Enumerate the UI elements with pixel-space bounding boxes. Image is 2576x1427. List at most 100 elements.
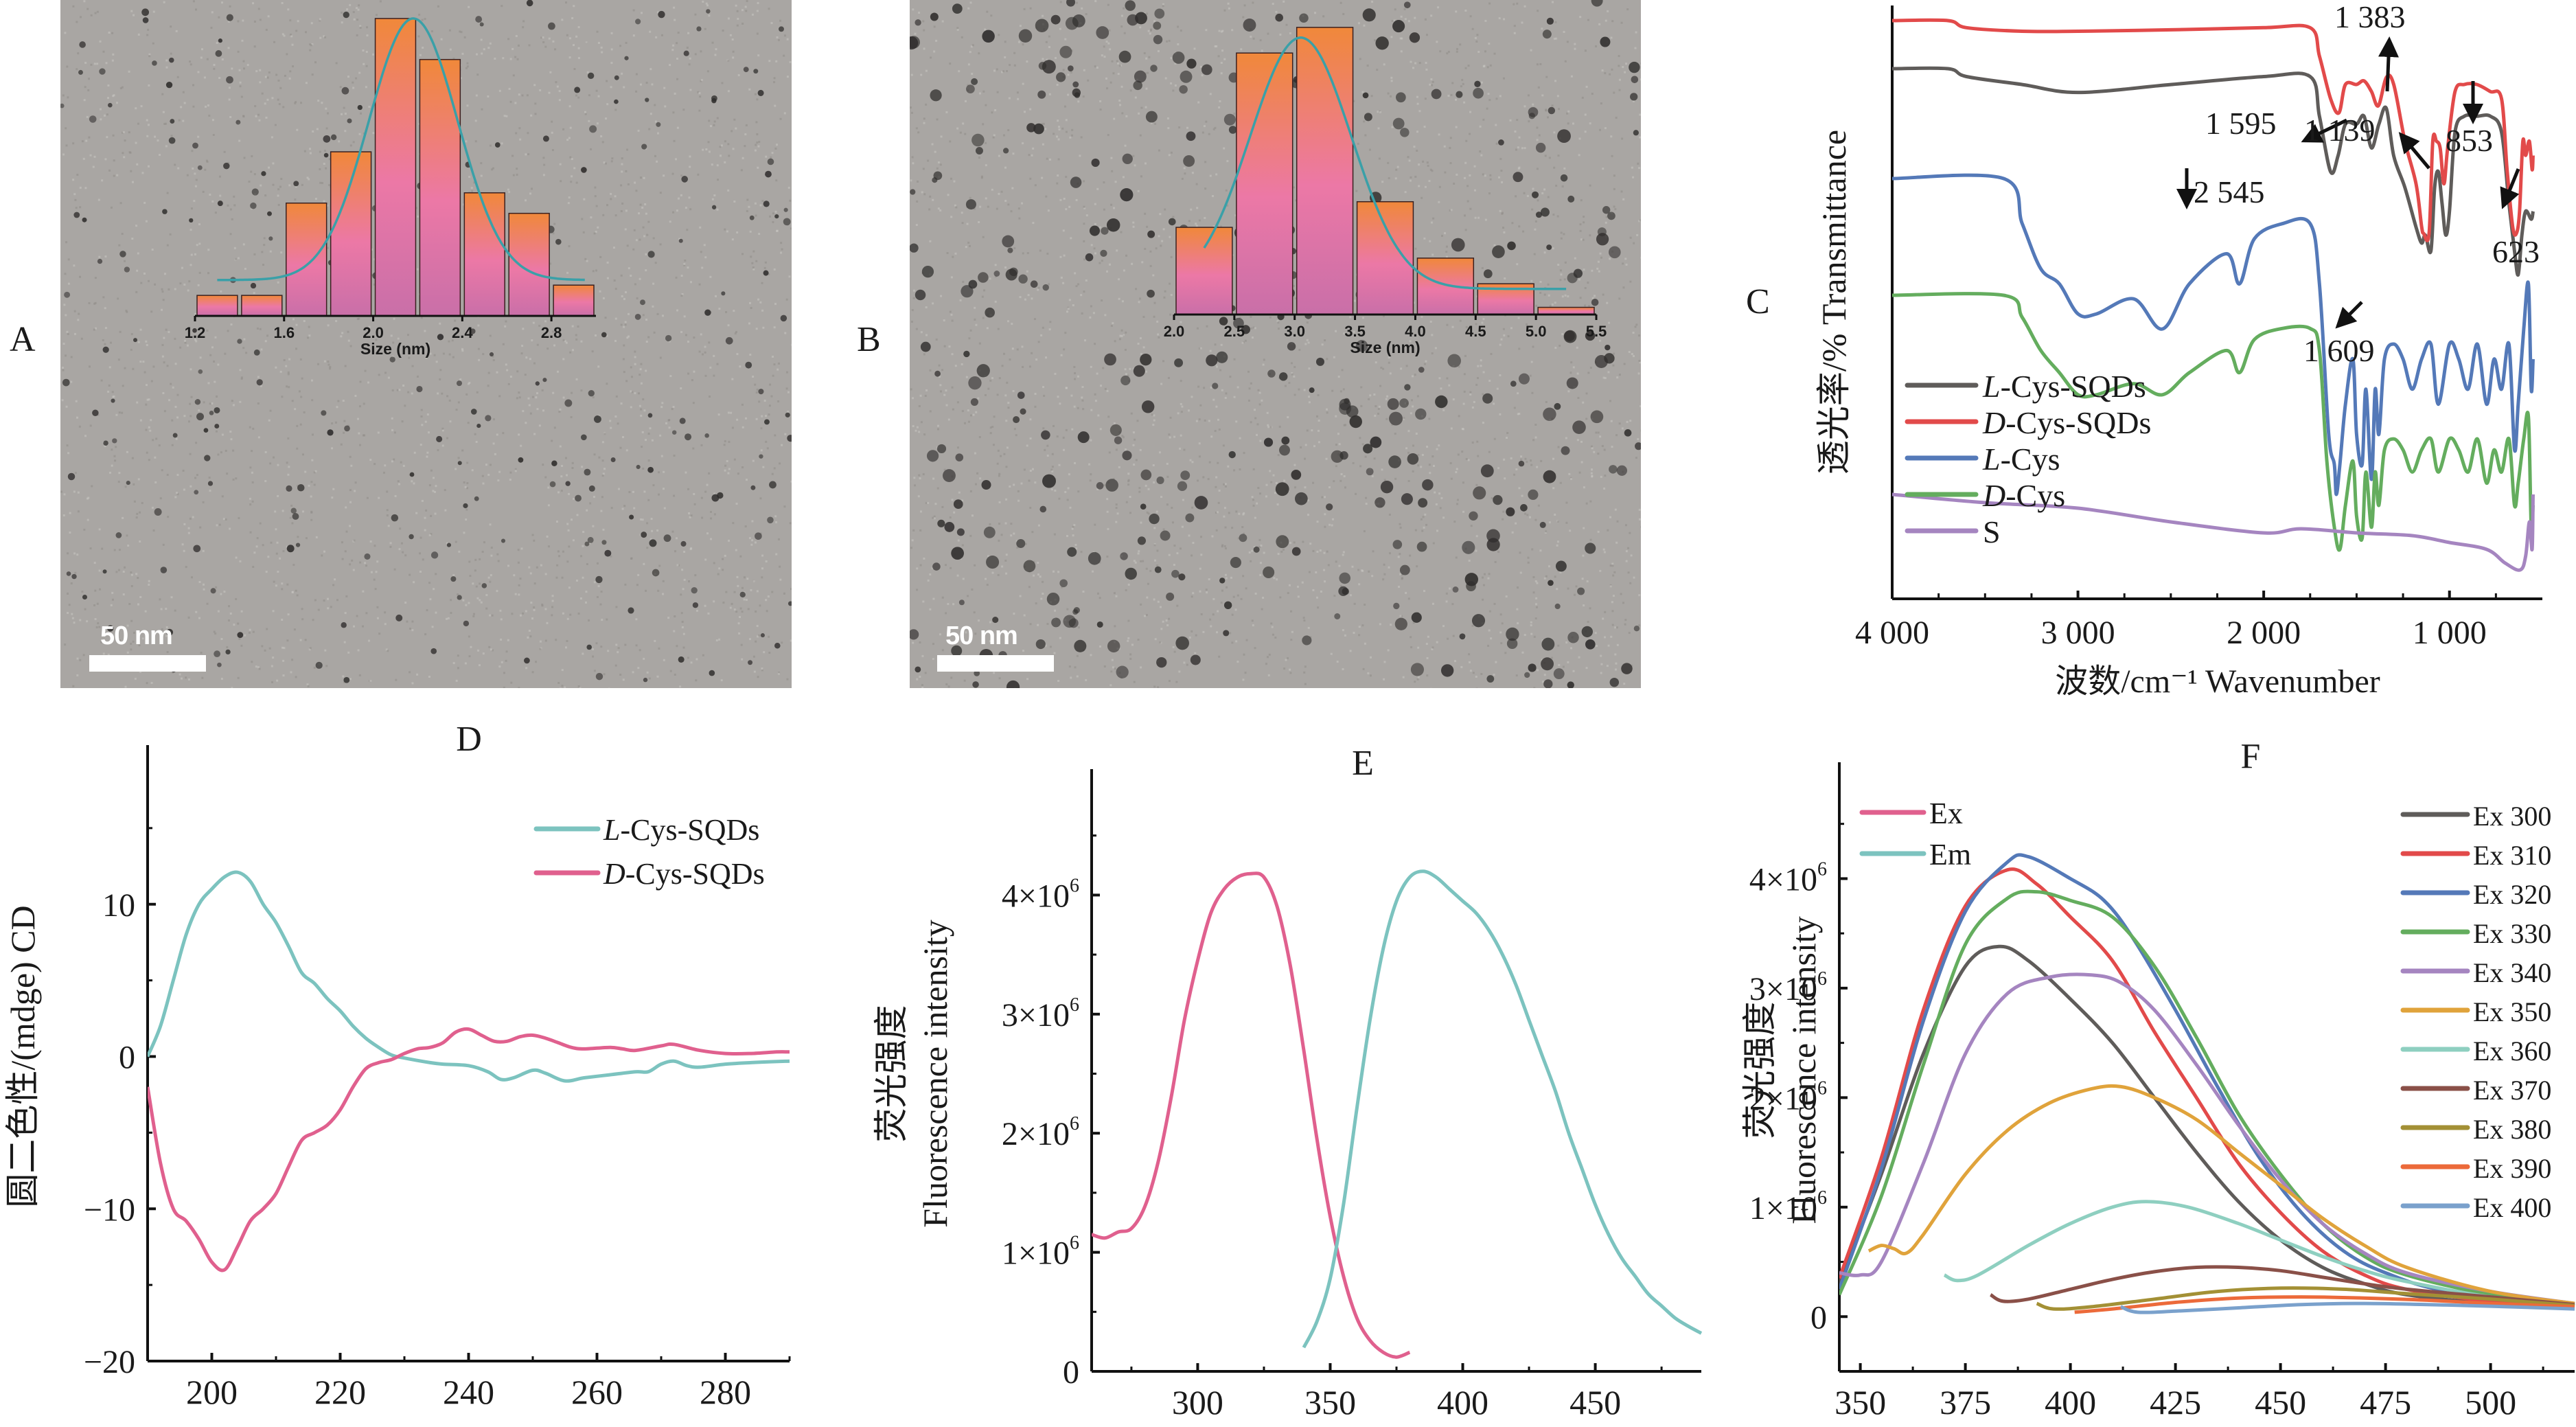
noise-speck — [511, 47, 514, 50]
noise-speck — [1603, 487, 1606, 490]
noise-speck — [674, 19, 676, 21]
noise-speck — [113, 174, 115, 177]
noise-speck — [447, 617, 450, 619]
noise-speck — [310, 518, 313, 521]
noise-speck — [622, 358, 625, 361]
noise-speck — [531, 187, 533, 190]
noise-speck — [989, 379, 992, 382]
noise-speck — [211, 346, 214, 349]
noise-speck — [1083, 205, 1085, 208]
noise-speck — [113, 159, 115, 162]
noise-speck — [181, 266, 183, 269]
noise-speck — [621, 202, 624, 205]
noise-speck — [335, 320, 338, 323]
noise-speck — [1425, 643, 1428, 646]
noise-speck — [200, 48, 203, 51]
noise-speck — [709, 275, 712, 278]
noise-speck — [78, 312, 80, 315]
noise-speck — [303, 411, 306, 413]
noise-speck — [610, 62, 613, 65]
noise-speck — [1429, 472, 1431, 475]
noise-speck — [350, 464, 353, 467]
noise-speck — [465, 508, 468, 511]
noise-speck — [683, 264, 686, 266]
noise-speck — [1614, 668, 1617, 671]
noise-speck — [1556, 95, 1559, 98]
noise-speck — [1591, 297, 1594, 299]
noise-speck — [702, 0, 704, 3]
noise-speck — [439, 369, 442, 372]
noise-speck — [1290, 610, 1293, 613]
noise-speck — [623, 326, 625, 328]
noise-speck — [1101, 54, 1103, 57]
noise-speck — [640, 363, 643, 365]
noise-speck — [1375, 361, 1377, 364]
noise-speck — [297, 536, 299, 538]
noise-speck — [1127, 479, 1130, 481]
noise-speck — [1137, 638, 1140, 641]
noise-speck — [1544, 155, 1547, 157]
noise-speck — [1423, 363, 1426, 365]
noise-speck — [130, 170, 133, 172]
noise-speck — [1105, 270, 1108, 273]
noise-speck — [310, 44, 313, 47]
noise-speck — [99, 40, 102, 43]
noise-speck — [1170, 82, 1173, 84]
noise-speck — [601, 619, 603, 621]
noise-speck — [244, 267, 246, 270]
noise-speck — [1287, 592, 1289, 595]
nanoparticle — [721, 291, 726, 296]
noise-speck — [1624, 619, 1627, 621]
noise-speck — [302, 510, 305, 513]
noise-speck — [1467, 200, 1469, 203]
noise-speck — [922, 600, 925, 603]
nanoparticle — [209, 411, 214, 415]
noise-speck — [1048, 35, 1050, 38]
noise-speck — [306, 683, 309, 686]
noise-speck — [773, 326, 776, 329]
noise-speck — [1407, 479, 1410, 482]
noise-speck — [1022, 252, 1024, 255]
noise-speck — [1195, 222, 1197, 225]
noise-speck — [290, 671, 292, 674]
noise-speck — [482, 482, 485, 485]
noise-speck — [1094, 252, 1097, 255]
noise-speck — [1388, 513, 1391, 516]
noise-speck — [509, 100, 512, 103]
noise-speck — [923, 117, 925, 120]
noise-speck — [189, 229, 192, 231]
noise-speck — [163, 336, 165, 339]
noise-speck — [1527, 94, 1530, 97]
noise-speck — [717, 573, 720, 575]
noise-speck — [912, 162, 915, 165]
noise-speck — [1244, 672, 1247, 674]
noise-speck — [1088, 463, 1091, 466]
noise-speck — [319, 19, 321, 22]
noise-speck — [365, 65, 368, 67]
noise-speck — [98, 569, 101, 572]
noise-speck — [735, 549, 737, 551]
noise-speck — [986, 10, 989, 13]
noise-speck — [1304, 457, 1307, 460]
noise-speck — [947, 603, 950, 606]
noise-speck — [783, 54, 785, 57]
noise-speck — [950, 177, 952, 180]
noise-speck — [531, 534, 534, 536]
noise-speck — [1033, 560, 1035, 563]
noise-speck — [1224, 573, 1227, 576]
noise-speck — [716, 363, 719, 365]
noise-speck — [570, 181, 573, 183]
noise-speck — [299, 423, 302, 426]
noise-speck — [189, 368, 192, 371]
noise-speck — [614, 195, 617, 198]
noise-speck — [1563, 278, 1566, 281]
noise-speck — [776, 36, 779, 38]
noise-speck — [774, 434, 777, 437]
noise-speck — [1612, 595, 1615, 597]
noise-speck — [229, 116, 232, 119]
noise-speck — [757, 1, 759, 4]
noise-speck — [580, 555, 583, 558]
noise-speck — [630, 390, 632, 393]
noise-speck — [154, 135, 157, 138]
noise-speck — [1545, 400, 1548, 403]
